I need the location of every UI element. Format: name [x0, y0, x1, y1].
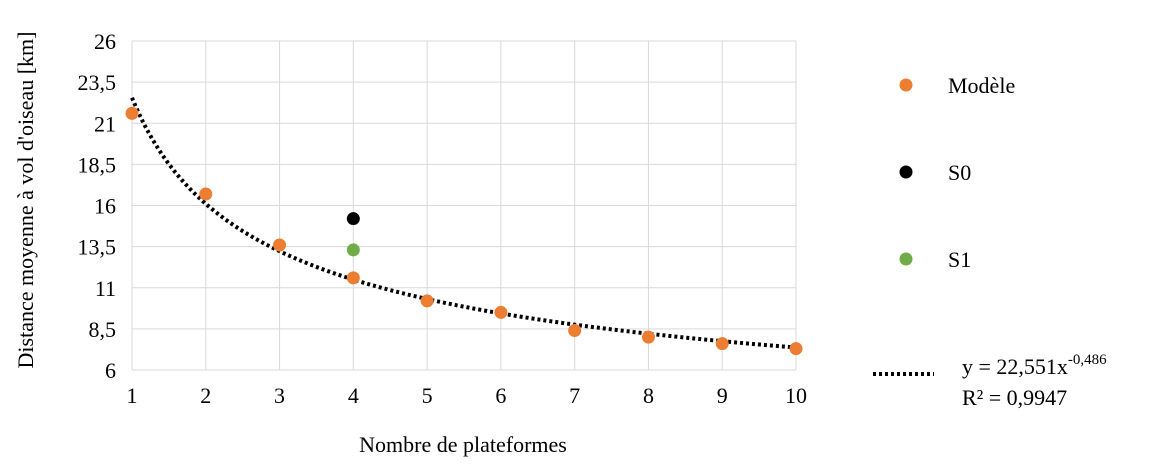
x-tick-label: 1 — [127, 383, 138, 408]
x-tick-label: 7 — [569, 383, 580, 408]
legend-label-mod-le: Modèle — [948, 73, 1015, 98]
y-axis-title: Distance moyenne à vol d'oiseau [km] — [13, 32, 38, 369]
x-tick-label: 6 — [495, 383, 506, 408]
legend-marker-mod-le — [899, 78, 913, 92]
trendline-equation: y = 22,551x-0,486 — [962, 352, 1107, 379]
x-axis-title: Nombre de plateformes — [359, 432, 567, 457]
x-tick-label: 2 — [200, 383, 211, 408]
point-mod-le — [346, 271, 360, 285]
y-tick-label: 13,5 — [78, 235, 117, 260]
trendline-equation-base: y = 22,551x — [962, 354, 1068, 379]
x-tick-label: 10 — [785, 383, 807, 408]
y-tick-label: 11 — [95, 276, 116, 301]
y-tick-label: 21 — [94, 111, 116, 136]
grid — [131, 40, 797, 371]
legend-label-s1: S1 — [948, 247, 971, 272]
legend-marker-s0 — [899, 165, 913, 179]
x-tick-label: 5 — [422, 383, 433, 408]
point-mod-le — [789, 342, 803, 356]
point-mod-le — [715, 337, 729, 351]
x-tick-label: 8 — [643, 383, 654, 408]
y-tick-label: 26 — [94, 29, 116, 54]
legend-label-s0: S0 — [948, 160, 971, 185]
point-s1 — [346, 243, 360, 257]
x-tick-label: 3 — [274, 383, 285, 408]
point-mod-le — [420, 294, 434, 308]
point-mod-le — [568, 324, 582, 338]
trendline-layer — [130, 96, 797, 350]
point-mod-le — [273, 238, 287, 252]
y-tick-label: 18,5 — [78, 152, 117, 177]
tick-labels: 6 8,5 11 13,5 16 18,5 21 23,5 26 1 2 3 4 5 6 7 8 9 10 — [78, 29, 808, 408]
x-tick-label: 4 — [348, 383, 359, 408]
point-s0 — [346, 212, 360, 226]
x-tick-label: 9 — [717, 383, 728, 408]
point-mod-le — [641, 330, 655, 344]
point-mod-le — [125, 106, 139, 120]
legend-marker-s1 — [899, 252, 913, 266]
y-tick-label: 16 — [94, 194, 116, 219]
y-tick-label: 23,5 — [78, 70, 117, 95]
trendline-r-squared: R² = 0,9947 — [962, 385, 1067, 410]
y-tick-label: 8,5 — [89, 317, 117, 342]
y-tick-label: 6 — [105, 358, 116, 383]
trendline — [130, 96, 797, 350]
point-mod-le — [494, 305, 508, 319]
legend: Modèle S0 S1 y = 22,551x-0,486 R² = 0,9947 — [873, 73, 1107, 410]
point-mod-le — [199, 187, 213, 201]
trendline-equation-exponent: -0,486 — [1068, 352, 1107, 368]
data-points — [125, 106, 803, 356]
